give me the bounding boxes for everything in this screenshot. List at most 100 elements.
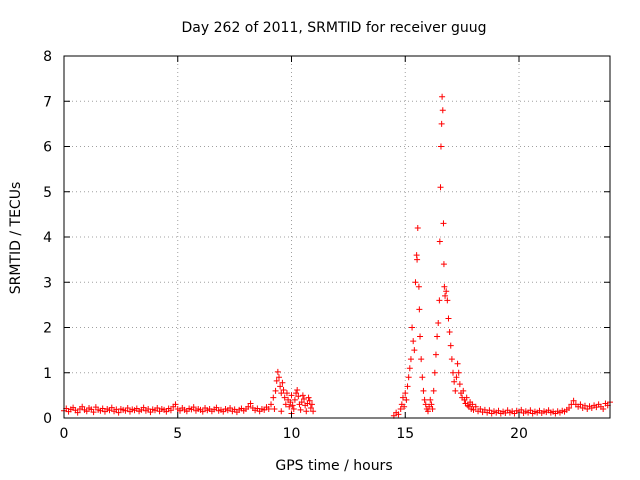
data-point — [401, 403, 408, 410]
data-point — [274, 368, 281, 375]
data-point — [414, 224, 421, 231]
data-point — [272, 387, 279, 394]
data-point — [447, 342, 454, 349]
data-point — [283, 390, 290, 397]
data-point — [275, 374, 282, 381]
data-point — [280, 386, 287, 393]
data-point — [297, 406, 304, 413]
data-point — [227, 405, 234, 412]
data-point — [404, 383, 411, 390]
data-point — [298, 399, 305, 406]
data-point — [455, 369, 462, 376]
data-point — [402, 390, 409, 397]
data-point — [460, 387, 467, 394]
data-point — [167, 407, 174, 414]
y-tick-label: 1 — [43, 366, 52, 382]
data-point — [430, 387, 437, 394]
data-point — [454, 360, 461, 367]
y-tick-label: 8 — [43, 49, 52, 65]
data-point — [405, 374, 412, 381]
data-point — [411, 347, 418, 354]
data-point — [429, 405, 436, 412]
data-point — [441, 283, 448, 290]
data-point — [440, 220, 447, 227]
data-point — [470, 406, 477, 413]
data-point — [395, 411, 402, 418]
data-point — [412, 279, 419, 286]
data-point — [477, 405, 484, 412]
data-point — [290, 405, 297, 412]
data-point — [577, 401, 584, 408]
data-point — [279, 379, 286, 386]
data-point — [293, 390, 300, 397]
data-point — [124, 405, 131, 412]
data-point — [414, 256, 421, 263]
data-point — [299, 392, 306, 399]
data-point — [435, 319, 442, 326]
data-point — [270, 394, 277, 401]
data-point — [190, 404, 197, 411]
data-point — [472, 403, 479, 410]
data-point — [282, 401, 289, 408]
data-point — [90, 409, 97, 416]
data-point — [439, 107, 446, 114]
data-point — [448, 356, 455, 363]
data-point — [436, 297, 443, 304]
data-point — [288, 392, 295, 399]
x-tick-label: 10 — [283, 426, 301, 442]
data-point — [397, 405, 404, 412]
data-point — [464, 402, 471, 409]
x-axis-label: GPS time / hours — [275, 458, 392, 474]
data-point — [287, 399, 294, 406]
data-point — [409, 324, 416, 331]
y-tick-label: 2 — [43, 321, 52, 337]
data-point — [307, 405, 314, 412]
data-point — [115, 409, 122, 416]
data-point — [310, 408, 317, 415]
y-tick-label: 3 — [43, 275, 52, 291]
data-point — [74, 409, 81, 416]
data-point — [410, 338, 417, 345]
data-point — [154, 405, 161, 412]
data-point — [445, 315, 452, 322]
data-point — [278, 408, 285, 415]
data-point — [421, 396, 428, 403]
data-point — [443, 288, 450, 295]
data-point — [291, 396, 298, 403]
data-point — [600, 405, 607, 412]
data-point — [450, 369, 457, 376]
data-point — [418, 356, 425, 363]
data-point — [271, 405, 278, 412]
data-point — [308, 401, 315, 408]
axis-ticks: 0 5 10 15 20 0 1 2 3 4 5 6 7 8 — [43, 49, 610, 442]
data-point — [463, 394, 470, 401]
data-point — [172, 401, 179, 408]
data-point — [265, 405, 272, 412]
data-point — [438, 120, 445, 127]
data-point — [416, 306, 423, 313]
data-point — [278, 390, 285, 397]
data-point — [570, 397, 577, 404]
data-point — [431, 369, 438, 376]
data-point — [306, 397, 313, 404]
data-point — [289, 402, 296, 409]
data-point — [213, 404, 220, 411]
grid — [64, 56, 610, 418]
data-points — [61, 93, 613, 419]
data-point — [432, 351, 439, 358]
y-tick-label: 0 — [43, 411, 52, 427]
data-point — [79, 403, 86, 410]
data-point — [417, 333, 424, 340]
data-point — [527, 407, 534, 414]
data-point — [286, 403, 293, 410]
data-point — [399, 394, 406, 401]
data-point — [281, 394, 288, 401]
data-point — [422, 401, 429, 408]
data-point — [268, 401, 275, 408]
data-point — [108, 404, 115, 411]
data-point — [294, 386, 301, 393]
data-point — [273, 377, 280, 384]
data-point — [415, 283, 422, 290]
